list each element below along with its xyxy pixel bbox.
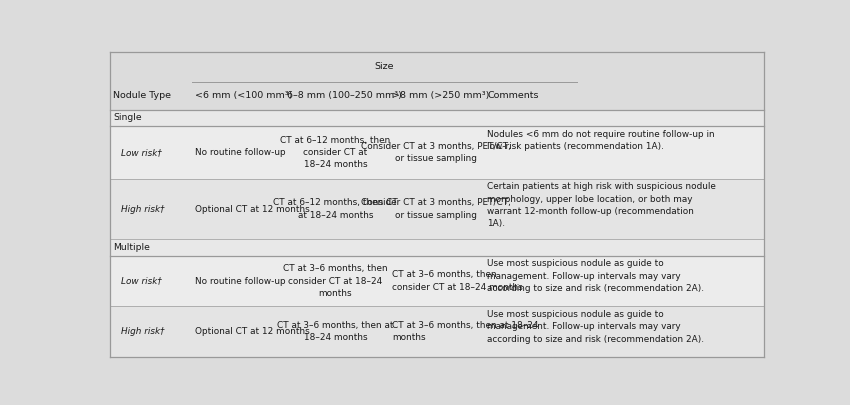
Bar bbox=[110, 307, 763, 357]
Text: Low risk†: Low risk† bbox=[122, 148, 162, 157]
Text: Nodule Type: Nodule Type bbox=[114, 92, 172, 100]
Bar bbox=[110, 126, 763, 179]
Text: CT at 6–12 months, then
consider CT at
18–24 months: CT at 6–12 months, then consider CT at 1… bbox=[280, 136, 391, 169]
Text: CT at 6–12 months, then CT
at 18–24 months: CT at 6–12 months, then CT at 18–24 mont… bbox=[273, 198, 398, 220]
Text: Size: Size bbox=[375, 62, 394, 71]
Text: CT at 3–6 months, then at
18–24 months: CT at 3–6 months, then at 18–24 months bbox=[277, 321, 394, 343]
Text: 6–8 mm (100–250 mm³): 6–8 mm (100–250 mm³) bbox=[286, 92, 401, 100]
Text: Use most suspicious nodule as guide to
management. Follow-up intervals may vary
: Use most suspicious nodule as guide to m… bbox=[487, 310, 704, 343]
Text: No routine follow-up: No routine follow-up bbox=[195, 148, 285, 157]
Bar bbox=[110, 82, 763, 110]
Text: CT at 3–6 months, then at 18–24
months: CT at 3–6 months, then at 18–24 months bbox=[392, 321, 539, 343]
Text: >8 mm (>250 mm³): >8 mm (>250 mm³) bbox=[392, 92, 490, 100]
Text: Certain patients at high risk with suspicious nodule
morphology, upper lobe loca: Certain patients at high risk with suspi… bbox=[487, 182, 716, 228]
Bar bbox=[110, 110, 763, 126]
Text: Optional CT at 12 months: Optional CT at 12 months bbox=[195, 205, 309, 213]
Text: High risk†: High risk† bbox=[122, 327, 165, 337]
Text: Consider CT at 3 months, PET/CT,
or tissue sampling: Consider CT at 3 months, PET/CT, or tiss… bbox=[360, 142, 511, 163]
Text: High risk†: High risk† bbox=[122, 205, 165, 213]
Text: CT at 3–6 months, then
consider CT at 18–24 months: CT at 3–6 months, then consider CT at 18… bbox=[392, 271, 523, 292]
Bar bbox=[110, 52, 763, 82]
Text: Single: Single bbox=[114, 113, 142, 122]
Text: CT at 3–6 months, then
consider CT at 18–24
months: CT at 3–6 months, then consider CT at 18… bbox=[283, 264, 388, 298]
Text: Consider CT at 3 months, PET/CT,
or tissue sampling: Consider CT at 3 months, PET/CT, or tiss… bbox=[360, 198, 511, 220]
Text: Low risk†: Low risk† bbox=[122, 277, 162, 286]
Bar bbox=[110, 239, 763, 256]
Text: Comments: Comments bbox=[487, 92, 539, 100]
Text: Multiple: Multiple bbox=[114, 243, 150, 252]
Text: Use most suspicious nodule as guide to
management. Follow-up intervals may vary
: Use most suspicious nodule as guide to m… bbox=[487, 259, 704, 293]
Text: Optional CT at 12 months: Optional CT at 12 months bbox=[195, 327, 309, 337]
Bar bbox=[110, 179, 763, 239]
Text: <6 mm (<100 mm³): <6 mm (<100 mm³) bbox=[195, 92, 292, 100]
Bar bbox=[110, 256, 763, 307]
Text: Nodules <6 mm do not require routine follow-up in
low-risk patients (recommendat: Nodules <6 mm do not require routine fol… bbox=[487, 130, 715, 151]
Text: No routine follow-up: No routine follow-up bbox=[195, 277, 285, 286]
